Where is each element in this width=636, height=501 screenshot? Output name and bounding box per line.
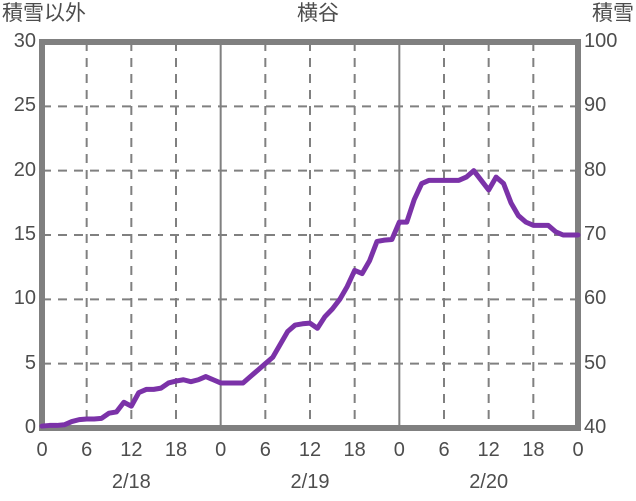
right-axis-title: 積雪 [592,2,634,25]
x-axis-tick-label: 12 [477,439,500,461]
series-line-snow-depth [39,168,581,429]
x-axis-tick-label: 12 [120,439,143,461]
x-axis-day-label: 2/19 [290,471,330,493]
x-axis-tick-label: 18 [522,439,545,461]
y-axis-left-tick-label: 20 [13,158,36,181]
y-axis-right-tick-label: 100 [584,30,618,52]
y-axis-left-tick-label: 5 [24,351,36,374]
y-axis-left-tick-label: 0 [24,416,36,438]
x-axis-day-label: 2/18 [111,471,151,493]
y-axis-left-tick-label: 10 [13,287,36,310]
x-axis-tick-label: 18 [164,439,188,461]
x-axis-day-label: 2/20 [469,471,509,493]
y-axis-right-tick-label: 40 [584,416,607,438]
gridlines [42,42,578,428]
left-axis-title: 積雪以外 [2,2,86,25]
x-axis-tick-label: 18 [343,439,366,461]
y-axis-right-tick-label: 50 [584,351,607,374]
y-axis-left-tick-label: 15 [13,223,36,245]
y-axis-right-tick-label: 80 [584,158,607,181]
x-axis-tick-label: 0 [572,439,584,461]
x-axis-tick-label: 12 [298,439,322,461]
y-axis-right-tick-label: 90 [584,94,607,117]
x-axis-tick-label: 0 [393,439,405,461]
x-axis-tick-label: 0 [215,439,227,461]
y-axis-left-tick-label: 25 [13,94,36,117]
chart-title: 横谷 [297,2,339,25]
x-axis-tick-label: 0 [36,439,48,461]
y-axis-right-tick-label: 60 [584,287,607,310]
x-axis-tick-label: 6 [81,439,93,461]
x-axis-tick-label: 6 [438,439,450,461]
x-axis-tick-label: 6 [259,439,271,461]
y-axis-left-tick-label: 30 [13,30,36,52]
y-axis-right-tick-label: 70 [584,223,607,245]
series-layer [39,168,581,429]
